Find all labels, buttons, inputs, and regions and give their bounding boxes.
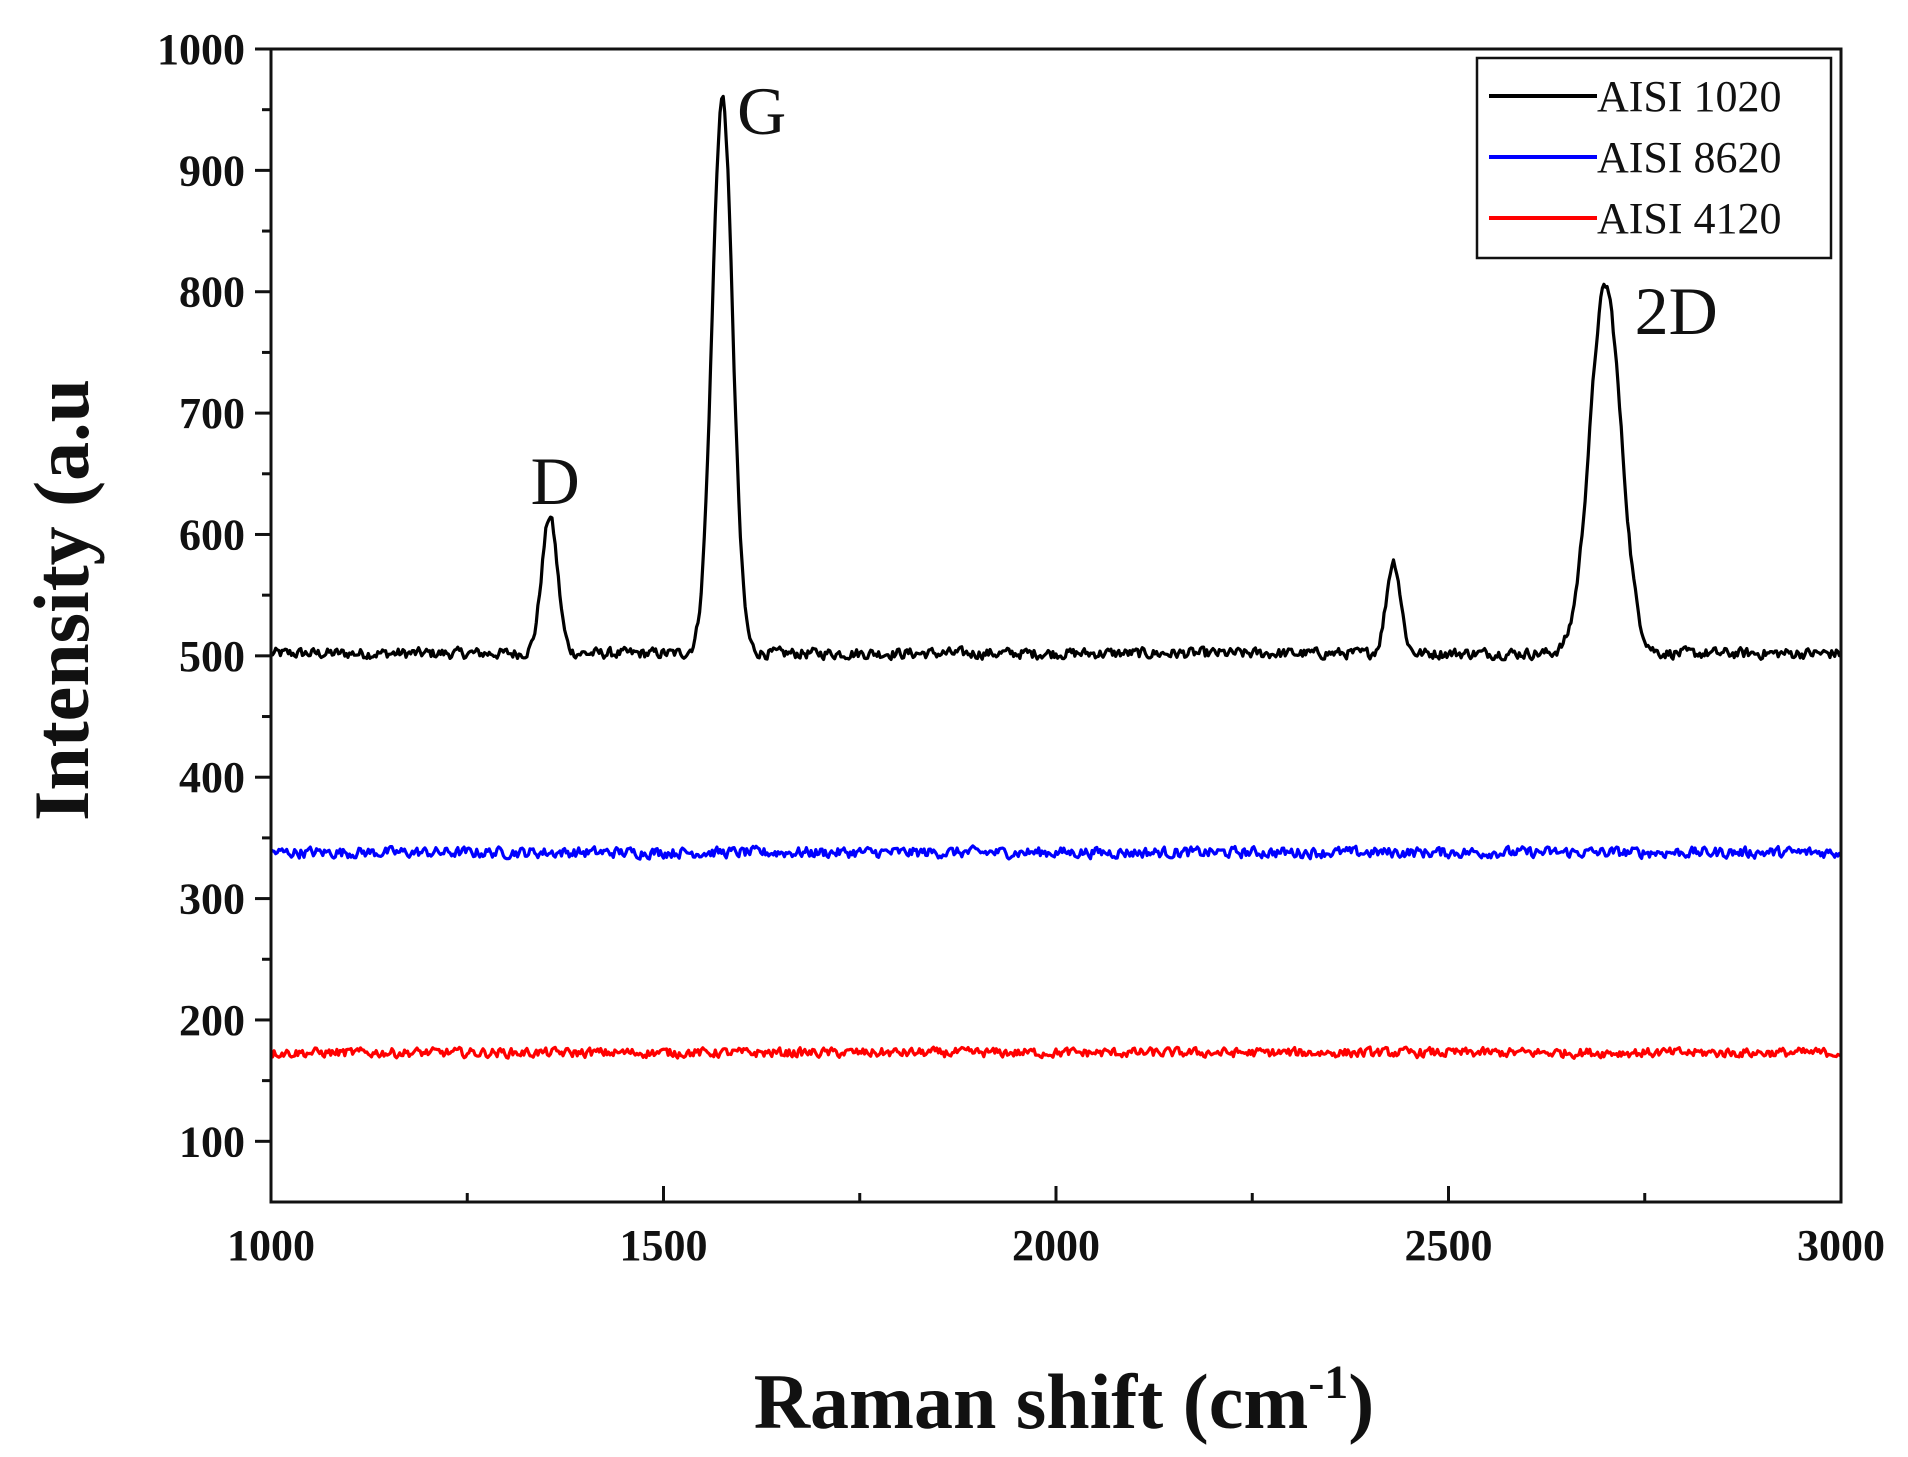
- axes-layer: 1000 1500 2000 2500 3000 100 200 300 400 500 600 70…: [157, 25, 1885, 1270]
- y-tick-label: 700: [179, 389, 245, 438]
- legend: AISI 1020 AISI 8620 AISI 4120: [1475, 56, 1833, 260]
- x-axis-title: Raman shift (cm-1): [754, 1356, 1375, 1445]
- peak-label: G: [737, 73, 786, 149]
- y-tick-label: 600: [179, 510, 245, 559]
- y-tick-label: 500: [179, 632, 245, 681]
- x-axis-title-main: Raman shift (cm: [754, 1358, 1309, 1445]
- legend-label: AISI 8620: [1597, 133, 1782, 182]
- x-axis-title-sup: -1: [1308, 1356, 1348, 1409]
- x-axis-title-end: ): [1348, 1358, 1374, 1445]
- legend-label: AISI 1020: [1597, 72, 1782, 121]
- peak-label: D: [531, 443, 580, 519]
- series-line-2: [270, 844, 1843, 861]
- legend-label: AISI 4120: [1597, 194, 1782, 243]
- x-tick-label: 2000: [1012, 1221, 1100, 1270]
- y-tick-label: 200: [179, 996, 245, 1045]
- x-tick-label: 1000: [227, 1221, 315, 1270]
- y-tick-label: 400: [179, 753, 245, 802]
- x-tick-label: 3000: [1797, 1221, 1885, 1270]
- y-tick-label: 900: [179, 146, 245, 195]
- series-line-1: [269, 94, 1842, 662]
- y-tick-label: 1000: [157, 25, 245, 74]
- series-layer: [269, 94, 1843, 1060]
- annotation-layer: D G 2D: [531, 73, 1718, 519]
- y-tick-label: 800: [179, 268, 245, 317]
- y-tick-label: 100: [179, 1117, 245, 1166]
- y-axis-title: Intensity (a.u: [18, 379, 105, 821]
- x-tick-label: 2500: [1405, 1221, 1493, 1270]
- peak-label: 2D: [1635, 273, 1718, 349]
- y-tick-label: 300: [179, 875, 245, 924]
- x-tick-label: 1500: [620, 1221, 708, 1270]
- series-line-3: [269, 1045, 1842, 1060]
